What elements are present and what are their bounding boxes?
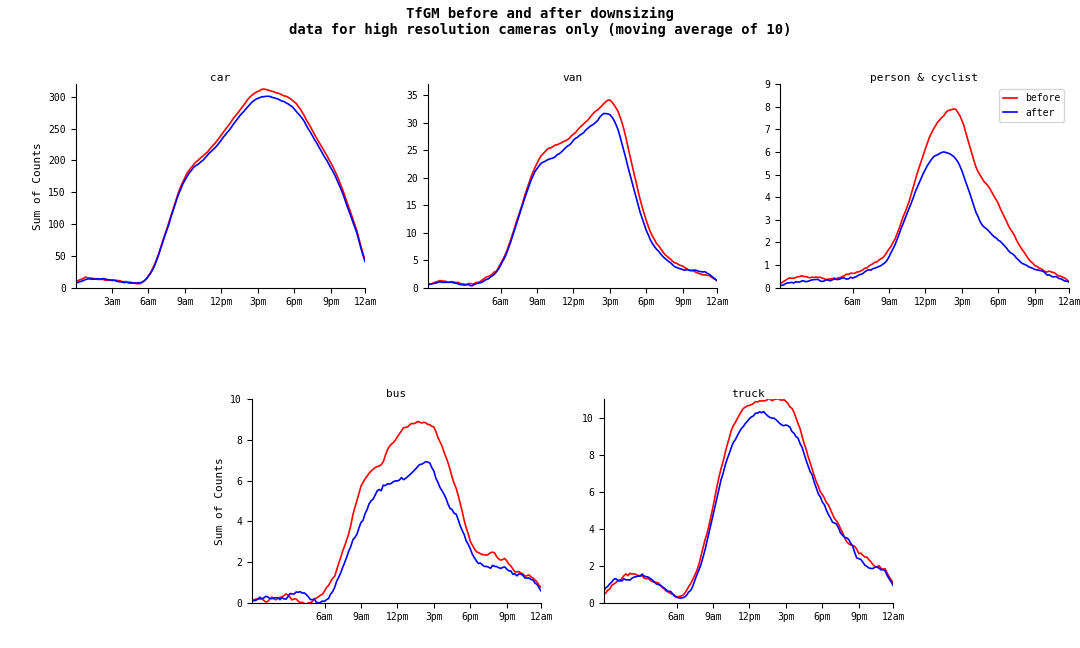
- Y-axis label: Sum of Counts: Sum of Counts: [215, 457, 225, 545]
- Title: person & cyclist: person & cyclist: [870, 73, 978, 84]
- Title: truck: truck: [731, 389, 766, 399]
- Title: bus: bus: [387, 389, 406, 399]
- Title: van: van: [563, 73, 582, 84]
- Text: TfGM before and after downsizing
data for high resolution cameras only (moving a: TfGM before and after downsizing data fo…: [288, 6, 792, 37]
- Legend: before, after: before, after: [999, 89, 1064, 122]
- Title: car: car: [211, 73, 230, 84]
- Y-axis label: Sum of Counts: Sum of Counts: [32, 142, 43, 230]
